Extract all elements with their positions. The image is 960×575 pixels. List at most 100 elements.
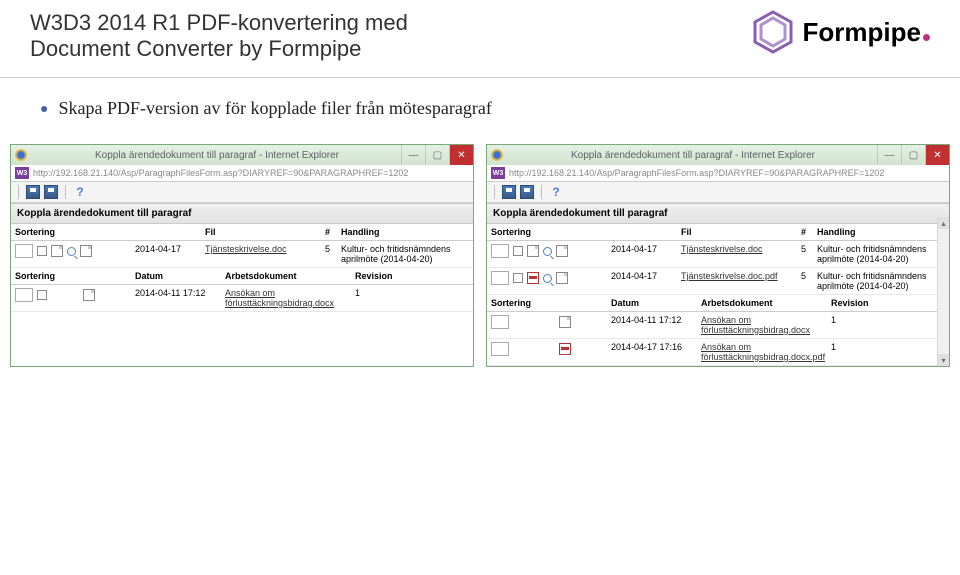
bullet-item: ●Skapa PDF-version av för kopplade filer… xyxy=(40,98,920,119)
save-all-icon[interactable] xyxy=(44,185,58,199)
edit-icon[interactable] xyxy=(556,245,568,257)
table-row[interactable]: 2014-04-17 17:16 Ansökan om förlusttäckn… xyxy=(487,339,949,366)
work-date: 2014-04-17 17:16 xyxy=(607,339,697,355)
file-link[interactable]: Tjänsteskrivelse.doc.pdf xyxy=(681,271,778,281)
title-block: W3D3 2014 R1 PDF-konvertering med Docume… xyxy=(30,10,408,62)
scroll-down-icon[interactable]: ▾ xyxy=(938,354,949,366)
col-handling[interactable]: Handling xyxy=(337,224,473,240)
vertical-scrollbar[interactable]: ▴ ▾ xyxy=(937,217,949,366)
address-bar[interactable]: W3 http://192.168.21.140/Asp/ParagraphFi… xyxy=(487,165,949,182)
grid-headers-work: Sortering Datum Arbetsdokument Revision xyxy=(487,295,949,312)
bullet-icon: ● xyxy=(40,102,48,117)
document-icon[interactable] xyxy=(559,316,571,328)
edit-icon[interactable] xyxy=(556,272,568,284)
table-row[interactable]: 2014-04-17 Tjänsteskrivelse.doc 5 Kultur… xyxy=(487,241,949,268)
col-fil[interactable]: Fil xyxy=(201,224,321,240)
ie-window-left: Koppla ärendedokument till paragraf - In… xyxy=(10,144,474,367)
pdf-icon[interactable] xyxy=(527,272,539,284)
sort-input[interactable] xyxy=(15,288,33,302)
col-revision[interactable]: Revision xyxy=(351,268,401,284)
col-fil[interactable]: Fil xyxy=(677,224,797,240)
grid-headers-work: Sortering Datum Arbetsdokument Revision xyxy=(11,268,473,285)
file-handling: Kultur- och fritidsnämndens aprilmöte (2… xyxy=(813,241,949,267)
minimize-button[interactable]: — xyxy=(401,145,425,165)
work-link[interactable]: Ansökan om förlusttäckningsbidrag.docx xyxy=(225,288,334,308)
file-num: 5 xyxy=(797,241,813,257)
file-num: 5 xyxy=(321,241,337,257)
col-datum[interactable]: Datum xyxy=(131,268,221,284)
checkbox[interactable] xyxy=(513,273,523,283)
col-arbets[interactable]: Arbetsdokument xyxy=(221,268,351,284)
col-sortering[interactable]: Sortering xyxy=(11,268,131,284)
minimize-button[interactable]: — xyxy=(877,145,901,165)
table-row[interactable]: 2014-04-17 Tjänsteskrivelse.doc 5 Kultur… xyxy=(11,241,473,268)
work-rev: 1 xyxy=(827,339,877,355)
col-arbets[interactable]: Arbetsdokument xyxy=(697,295,827,311)
checkbox[interactable] xyxy=(37,290,47,300)
col-datum[interactable]: Datum xyxy=(607,295,697,311)
window-title: Koppla ärendedokument till paragraf - In… xyxy=(33,150,401,161)
edit-icon[interactable] xyxy=(80,245,92,257)
address-bar[interactable]: W3 http://192.168.21.140/Asp/ParagraphFi… xyxy=(11,165,473,182)
checkbox[interactable] xyxy=(37,246,47,256)
site-icon: W3 xyxy=(15,167,29,179)
file-date: 2014-04-17 xyxy=(607,268,677,284)
file-handling: Kultur- och fritidsnämndens aprilmöte (2… xyxy=(813,268,949,294)
preview-icon[interactable] xyxy=(543,274,552,283)
col-sortering[interactable]: Sortering xyxy=(11,224,131,240)
col-num[interactable]: # xyxy=(797,224,813,240)
file-date: 2014-04-17 xyxy=(607,241,677,257)
close-button[interactable]: ✕ xyxy=(925,145,949,165)
sort-input[interactable] xyxy=(491,244,509,258)
window-controls: — ▢ ✕ xyxy=(401,145,473,165)
toolbar-separator xyxy=(65,185,66,199)
url-text: http://192.168.21.140/Asp/ParagraphFiles… xyxy=(509,168,884,178)
save-icon[interactable] xyxy=(26,185,40,199)
file-link[interactable]: Tjänsteskrivelse.doc xyxy=(205,244,287,254)
sort-input[interactable] xyxy=(491,271,509,285)
col-handling[interactable]: Handling xyxy=(813,224,949,240)
save-all-icon[interactable] xyxy=(520,185,534,199)
table-row[interactable]: 2014-04-11 17:12 Ansökan om förlusttäckn… xyxy=(487,312,949,339)
preview-icon[interactable] xyxy=(543,247,552,256)
window-titlebar[interactable]: Koppla ärendedokument till paragraf - In… xyxy=(487,145,949,165)
windows-row: Koppla ärendedokument till paragraf - In… xyxy=(0,144,960,382)
ie-window-right: Koppla ärendedokument till paragraf - In… xyxy=(486,144,950,367)
checkbox[interactable] xyxy=(513,246,523,256)
work-link[interactable]: Ansökan om förlusttäckningsbidrag.docx.p… xyxy=(701,342,825,362)
sort-input[interactable] xyxy=(491,315,509,329)
sort-input[interactable] xyxy=(15,244,33,258)
table-row[interactable]: 2014-04-17 Tjänsteskrivelse.doc.pdf 5 Ku… xyxy=(487,268,949,295)
section-header: Koppla ärendedokument till paragraf xyxy=(11,203,473,224)
toolbar-separator xyxy=(18,185,19,199)
help-icon[interactable]: ? xyxy=(549,185,563,199)
table-row[interactable]: 2014-04-11 17:12 Ansökan om förlusttäckn… xyxy=(11,285,473,312)
col-revision[interactable]: Revision xyxy=(827,295,877,311)
grid-headers-files: Sortering Fil # Handling xyxy=(487,224,949,241)
window-titlebar[interactable]: Koppla ärendedokument till paragraf - In… xyxy=(11,145,473,165)
document-icon[interactable] xyxy=(51,245,63,257)
scroll-up-icon[interactable]: ▴ xyxy=(938,217,949,229)
col-sortering[interactable]: Sortering xyxy=(487,224,607,240)
save-icon[interactable] xyxy=(502,185,516,199)
section-header: Koppla ärendedokument till paragraf xyxy=(487,203,949,224)
grid-headers-files: Sortering Fil # Handling xyxy=(11,224,473,241)
maximize-button[interactable]: ▢ xyxy=(425,145,449,165)
work-link[interactable]: Ansökan om förlusttäckningsbidrag.docx xyxy=(701,315,810,335)
file-link[interactable]: Tjänsteskrivelse.doc xyxy=(681,244,763,254)
url-text: http://192.168.21.140/Asp/ParagraphFiles… xyxy=(33,168,408,178)
help-icon[interactable]: ? xyxy=(73,185,87,199)
maximize-button[interactable]: ▢ xyxy=(901,145,925,165)
work-date: 2014-04-11 17:12 xyxy=(131,285,221,301)
document-icon[interactable] xyxy=(83,289,95,301)
col-num[interactable]: # xyxy=(321,224,337,240)
sort-input[interactable] xyxy=(491,342,509,356)
close-button[interactable]: ✕ xyxy=(449,145,473,165)
col-sortering[interactable]: Sortering xyxy=(487,295,607,311)
document-icon[interactable] xyxy=(527,245,539,257)
preview-icon[interactable] xyxy=(67,247,76,256)
title-line2: Document Converter by Formpipe xyxy=(30,36,408,62)
pdf-icon[interactable] xyxy=(559,343,571,355)
toolbar-separator xyxy=(541,185,542,199)
app-toolbar: ? xyxy=(11,182,473,203)
